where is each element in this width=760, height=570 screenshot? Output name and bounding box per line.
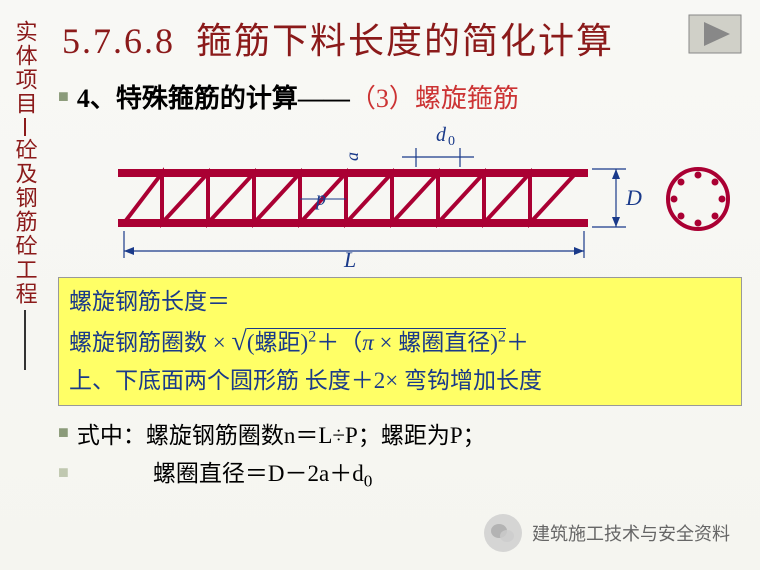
page-title: 5.7.6.8 箍筋下料长度的简化计算 <box>62 12 614 64</box>
watermark: 建筑施工技术与安全资料 <box>484 514 730 552</box>
wechat-icon <box>484 514 522 552</box>
bullet-icon: ■ <box>58 462 69 483</box>
formula-line-2: 螺旋钢筋圈数 × √(螺距)2＋（π × 螺圈直径)2＋ <box>69 320 731 363</box>
watermark-text: 建筑施工技术与安全资料 <box>532 520 730 546</box>
section-title: 箍筋下料长度的简化计算 <box>196 21 614 61</box>
section-number: 5.7.6.8 <box>62 21 175 61</box>
svg-text:a: a <box>342 152 362 161</box>
formula-line-1: 螺旋钢筋长度＝ <box>69 284 731 320</box>
sidebar-divider-1 <box>24 118 26 136</box>
formula-highlight-box: 螺旋钢筋长度＝ 螺旋钢筋圈数 × √(螺距)2＋（π × 螺圈直径)2＋ 上、下… <box>58 277 742 406</box>
next-arrow-button[interactable] <box>688 14 742 54</box>
svg-text:d: d <box>436 124 447 146</box>
bullet-icon: ■ <box>58 86 69 107</box>
note-1-text: 式中：螺旋钢筋圈数n＝L÷P；螺距为P； <box>77 416 486 450</box>
sidebar-text-2: 砼及钢筋砼工程 <box>12 138 37 306</box>
svg-text:L: L <box>343 247 356 272</box>
heading-suffix: （3）螺旋箍筋 <box>350 78 519 115</box>
formula-line-3: 上、下底面两个圆形筋 长度＋2× 弯钩增加长度 <box>69 363 731 399</box>
note-line-2: ■ 螺圈直径＝D－2a＋d0 <box>58 454 742 492</box>
svg-text:0: 0 <box>448 134 455 149</box>
spiral-stirrup-diagram: d 0 a p L <box>78 123 742 273</box>
sidebar-text-1: 实体项目 <box>12 20 37 116</box>
note-2-text: 螺圈直径＝D－2a＋d0 <box>153 454 372 492</box>
sidebar-divider-2 <box>24 310 26 370</box>
bullet-icon: ■ <box>58 422 69 443</box>
sidebar-vertical-title: 实体项目 砼及钢筋砼工程 <box>10 20 40 370</box>
svg-text:D: D <box>625 185 642 210</box>
heading-prefix: 4、特殊箍筋的计算—— <box>77 78 350 115</box>
subsection-heading: ■ 4、特殊箍筋的计算—— （3）螺旋箍筋 <box>58 78 742 115</box>
note-line-1: ■ 式中：螺旋钢筋圈数n＝L÷P；螺距为P； <box>58 416 742 450</box>
